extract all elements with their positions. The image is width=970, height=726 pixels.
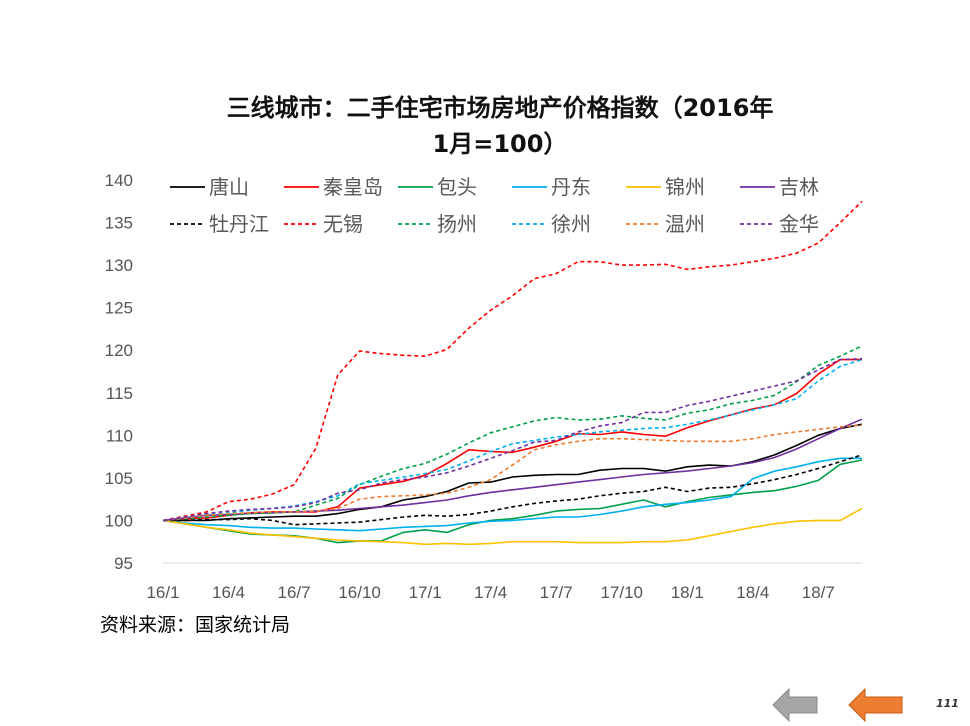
series-line-5: [162, 418, 863, 522]
legend-label: 徐州: [551, 212, 591, 236]
x-tick-label: 17/10: [600, 583, 643, 602]
y-tick-label: 100: [105, 511, 133, 530]
x-tick-label: 16/4: [212, 583, 245, 602]
series-line-1: [162, 358, 862, 522]
series-line-4: [162, 507, 863, 546]
x-tick-label: 18/4: [736, 583, 769, 602]
x-tick-label: 17/7: [540, 583, 573, 602]
legend-label: 金华: [779, 212, 819, 236]
legend-label: 秦皇岛: [323, 175, 383, 199]
next-slide-button[interactable]: [848, 687, 904, 726]
x-tick-label: 16/7: [278, 583, 311, 602]
legend-label: 温州: [665, 212, 705, 236]
x-tick-label: 16/10: [338, 583, 381, 602]
legend-label: 无锡: [323, 212, 363, 236]
y-tick-label: 130: [105, 256, 133, 275]
legend-label: 扬州: [437, 212, 477, 236]
data-source-note: 资料来源：国家统计局: [100, 614, 291, 636]
chart-title-line-1: 三线城市：二手住宅市场房地产价格指数（2016年: [226, 94, 774, 122]
series-layer: [162, 200, 863, 546]
series-line-8: [162, 345, 863, 522]
x-tick-label: 17/1: [409, 583, 442, 602]
x-tick-label: 17/4: [474, 583, 507, 602]
left-arrow-orange-icon: [848, 687, 903, 723]
y-tick-label: 140: [105, 171, 133, 190]
legend-label: 吉林: [779, 175, 819, 199]
legend-label: 包头: [437, 175, 477, 199]
legend-label: 丹东: [551, 175, 591, 199]
chart-title-line-2: 1月=100）: [432, 130, 568, 158]
series-line-9: [162, 358, 863, 522]
legend-label: 牡丹江: [209, 212, 269, 236]
x-tick-label: 18/7: [802, 583, 835, 602]
y-tick-label: 95: [114, 554, 133, 573]
series-line-0: [163, 423, 863, 522]
x-tick-label: 18/1: [671, 583, 704, 602]
series-line-3: [162, 457, 862, 532]
series-line-2: [162, 459, 863, 544]
series-line-11: [162, 357, 863, 522]
previous-slide-button[interactable]: [772, 687, 818, 726]
series-line-7: [162, 200, 863, 522]
y-tick-label: 110: [106, 426, 133, 445]
y-tick-label: 135: [105, 214, 133, 233]
axis-layer: 95 100 105 110 115 120 125 130 135 140 16/1 16/4 16/…: [105, 171, 835, 602]
legend-label: 唐山: [209, 175, 249, 199]
page-number: 111: [936, 697, 959, 710]
y-tick-label: 105: [105, 469, 133, 488]
y-tick-label: 125: [105, 299, 133, 318]
y-tick-label: 115: [106, 384, 133, 403]
y-tick-label: 120: [105, 341, 133, 360]
x-tick-label: 16/1: [146, 583, 179, 602]
left-arrow-gray-icon: [772, 687, 818, 723]
legend-label: 锦州: [665, 175, 705, 199]
series-line-6: [163, 454, 863, 526]
series-line-10: [162, 424, 863, 522]
